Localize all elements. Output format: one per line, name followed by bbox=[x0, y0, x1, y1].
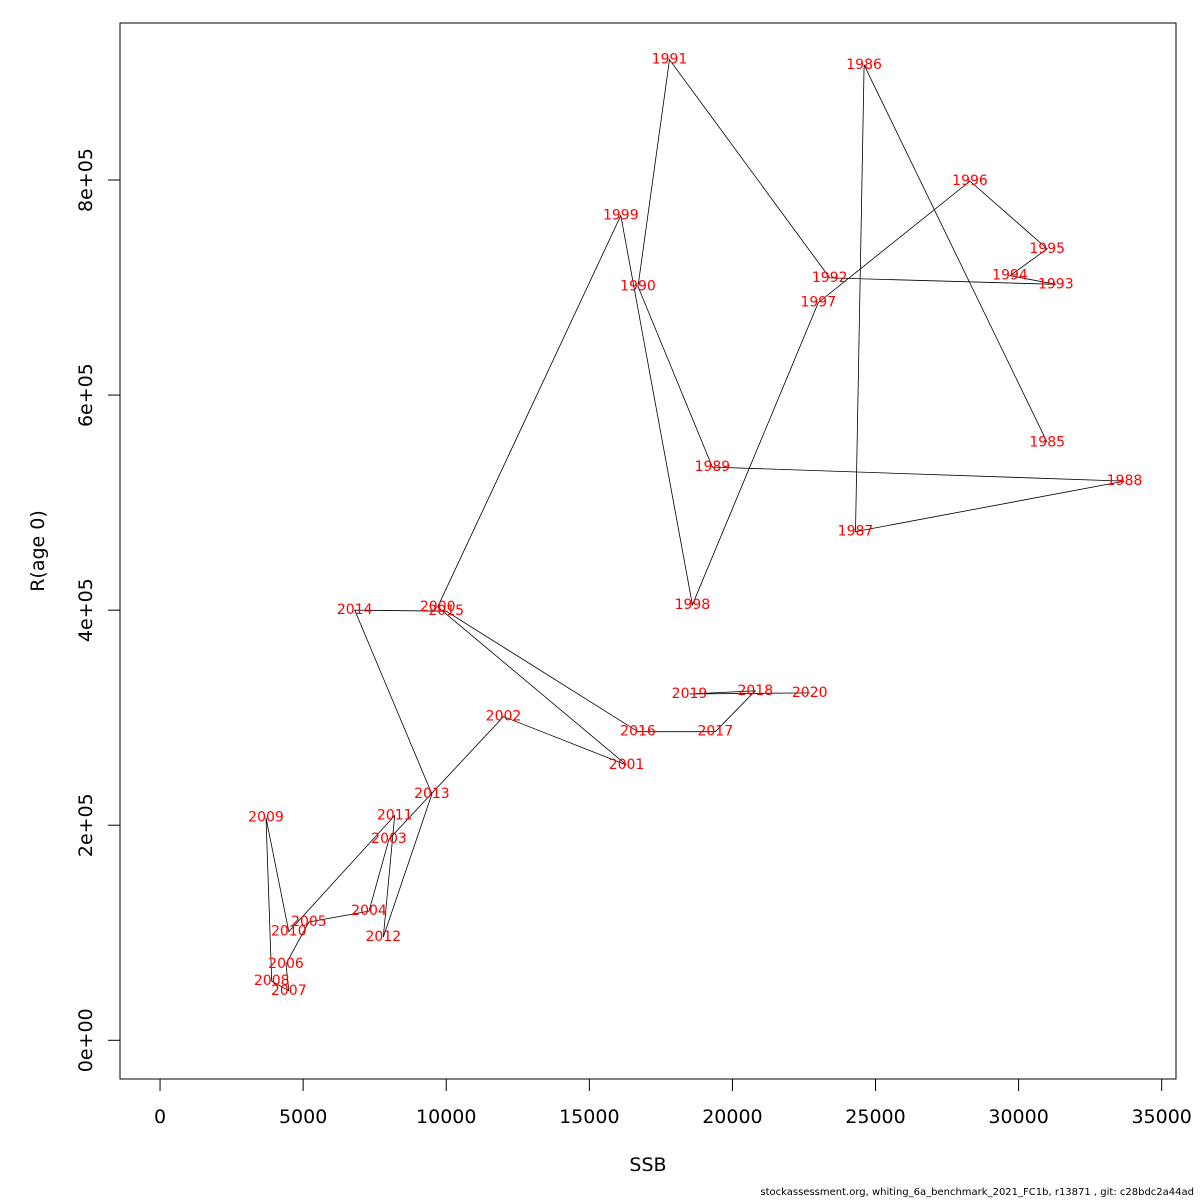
y-axis: 0e+00 2e+05 4e+05 6e+05 8e+05 bbox=[75, 148, 121, 1072]
series-path bbox=[265, 58, 1125, 992]
point-label-1988: 1988 bbox=[1107, 473, 1143, 489]
y-axis-label: R(age 0) bbox=[27, 510, 49, 592]
point-label-2006: 2006 bbox=[268, 956, 304, 972]
point-label-2003: 2003 bbox=[371, 831, 407, 847]
point-label-2007: 2007 bbox=[271, 983, 307, 999]
point-label-1997: 1997 bbox=[800, 295, 836, 311]
y-tick-label: 8e+05 bbox=[75, 148, 97, 212]
point-label-2011: 2011 bbox=[377, 808, 413, 824]
x-axis-label: SSB bbox=[629, 1154, 666, 1176]
point-label-2013: 2013 bbox=[414, 786, 450, 802]
point-label-2017: 2017 bbox=[697, 724, 733, 740]
point-label-1999: 1999 bbox=[603, 208, 639, 224]
point-label-1986: 1986 bbox=[846, 57, 882, 73]
point-label-2000: 2000 bbox=[420, 599, 456, 615]
x-tick-label: 20000 bbox=[702, 1106, 762, 1128]
point-label-2001: 2001 bbox=[609, 757, 645, 773]
point-label-2008: 2008 bbox=[254, 973, 290, 989]
point-label-2010: 2010 bbox=[271, 924, 307, 940]
x-tick-label: 30000 bbox=[988, 1106, 1048, 1128]
footer-text: stockassessment.org, whiting_6a_benchmar… bbox=[760, 1187, 1194, 1198]
point-label-2002: 2002 bbox=[486, 709, 522, 725]
x-tick-label: 25000 bbox=[845, 1106, 905, 1128]
y-tick-label: 0e+00 bbox=[75, 1008, 97, 1072]
x-tick-label: 15000 bbox=[559, 1106, 619, 1128]
point-label-1992: 1992 bbox=[812, 270, 848, 286]
x-tick-label: 0 bbox=[154, 1106, 166, 1128]
y-tick-label: 2e+05 bbox=[75, 793, 97, 857]
point-label-1987: 1987 bbox=[838, 524, 874, 540]
y-tick-label: 6e+05 bbox=[75, 363, 97, 427]
point-label-1985: 1985 bbox=[1029, 434, 1065, 450]
point-label-1989: 1989 bbox=[695, 459, 731, 475]
point-label-2005: 2005 bbox=[291, 914, 327, 930]
point-label-1994: 1994 bbox=[992, 268, 1028, 284]
point-labels: 1985 1986 1987 1988 1989 1990 1991 1992 1993 1994… bbox=[248, 52, 1142, 999]
point-label-1991: 1991 bbox=[652, 52, 688, 68]
y-tick-label: 4e+05 bbox=[75, 578, 97, 642]
x-tick-label: 10000 bbox=[416, 1106, 476, 1128]
point-label-2009: 2009 bbox=[248, 810, 284, 826]
point-label-1996: 1996 bbox=[952, 173, 988, 189]
x-tick-label: 5000 bbox=[279, 1106, 327, 1128]
point-label-2018: 2018 bbox=[737, 683, 773, 699]
point-label-1993: 1993 bbox=[1038, 276, 1074, 292]
point-label-2019: 2019 bbox=[672, 686, 708, 702]
point-label-2016: 2016 bbox=[620, 724, 656, 740]
point-label-2015: 2015 bbox=[428, 603, 464, 619]
point-label-1990: 1990 bbox=[620, 279, 656, 295]
x-axis: 0 5000 10000 15000 20000 25000 30000 35000 bbox=[154, 1078, 1192, 1128]
point-label-2020: 2020 bbox=[792, 685, 828, 701]
plot-frame bbox=[119, 22, 1177, 1080]
point-label-1998: 1998 bbox=[675, 597, 711, 613]
point-label-2014: 2014 bbox=[337, 602, 373, 618]
point-label-2004: 2004 bbox=[351, 903, 387, 919]
point-label-1995: 1995 bbox=[1029, 241, 1065, 257]
point-label-2012: 2012 bbox=[365, 929, 401, 945]
x-tick-label: 35000 bbox=[1131, 1106, 1191, 1128]
ssb-recruitment-line bbox=[265, 58, 1125, 992]
